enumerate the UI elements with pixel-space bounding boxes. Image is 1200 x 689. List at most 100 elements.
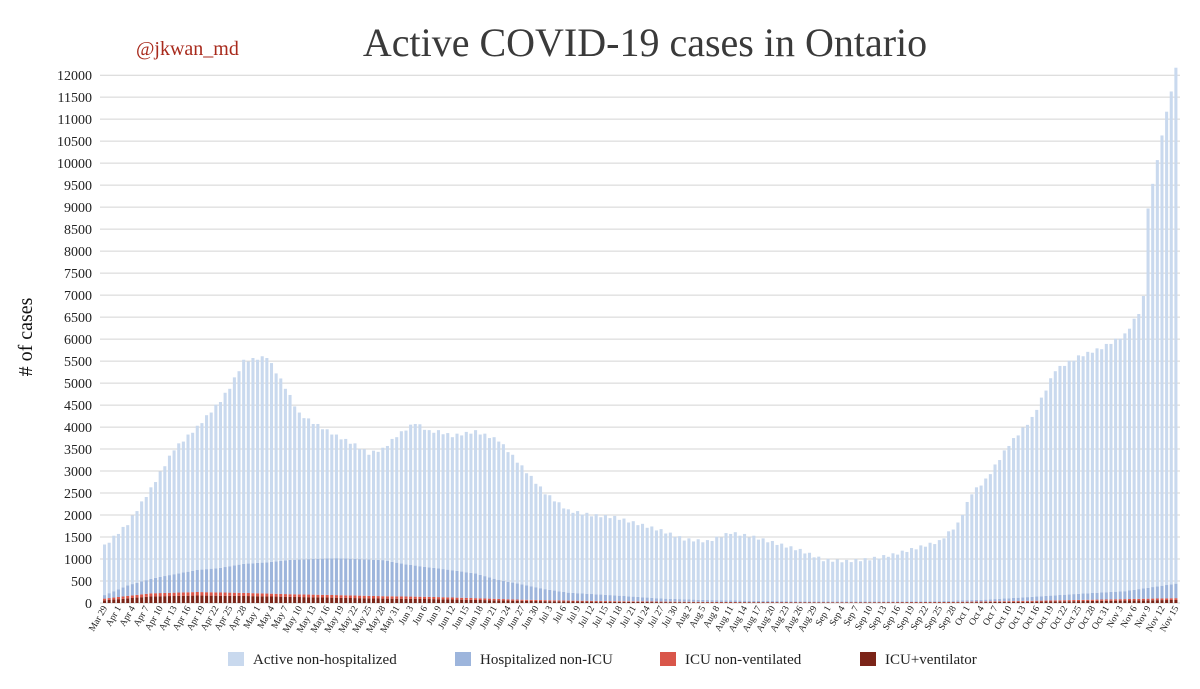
- bar-segment-hospitalized-non-icu: [399, 563, 403, 597]
- bar-segment-hospitalized-non-icu: [863, 601, 867, 603]
- bar-segment-active-non-hospitalized: [719, 537, 723, 601]
- bar-segment-icu-non-ventilated: [1030, 600, 1034, 602]
- bar-segment-active-non-hospitalized: [1021, 427, 1025, 598]
- bar-segment-icu-non-ventilated: [580, 600, 584, 602]
- bar-segment-icu-non-ventilated: [608, 601, 612, 602]
- bar-segment-icu-ventilator: [172, 595, 176, 603]
- bar-segment-icu-ventilator: [631, 601, 635, 603]
- y-tick-label: 1500: [64, 531, 92, 546]
- bar-segment-active-non-hospitalized: [130, 515, 134, 585]
- bar-segment-active-non-hospitalized: [274, 373, 278, 562]
- bar-segment-icu-non-ventilated: [1072, 600, 1076, 602]
- bar-segment-hospitalized-non-icu: [594, 594, 598, 601]
- bar-segment-active-non-hospitalized: [1090, 352, 1094, 594]
- bar-segment-hospitalized-non-icu: [752, 600, 756, 603]
- bar-segment-hospitalized-non-icu: [868, 601, 872, 603]
- bar-segment-active-non-hospitalized: [1169, 91, 1173, 585]
- bar-segment-icu-non-ventilated: [988, 601, 992, 603]
- bar-segment-hospitalized-non-icu: [538, 588, 543, 601]
- bar-segment-hospitalized-non-icu: [246, 563, 250, 594]
- bar-segment-active-non-hospitalized: [1123, 333, 1127, 592]
- bar-segment-icu-ventilator: [1044, 601, 1048, 603]
- bar-segment-icu-ventilator: [390, 598, 394, 603]
- bar-segment-active-non-hospitalized: [409, 424, 413, 565]
- bar-segment-icu-ventilator: [474, 599, 478, 603]
- bar-segment-active-non-hospitalized: [821, 561, 825, 602]
- bar-segment-icu-non-ventilated: [344, 595, 348, 598]
- bar-segment-icu-ventilator: [325, 597, 329, 603]
- bar-segment-active-non-hospitalized: [1109, 343, 1113, 592]
- bar-segment-hospitalized-non-icu: [404, 564, 408, 597]
- bar-segment-icu-ventilator: [297, 597, 301, 603]
- bar-segment-icu-non-ventilated: [218, 592, 223, 596]
- bar-segment-active-non-hospitalized: [933, 544, 937, 602]
- bar-segment-hospitalized-non-icu: [910, 601, 914, 603]
- bar-segment-active-non-hospitalized: [622, 518, 626, 596]
- bar-segment-icu-ventilator: [344, 597, 348, 603]
- bar-segment-hospitalized-non-icu: [998, 598, 1002, 602]
- bar-segment-hospitalized-non-icu: [576, 593, 580, 601]
- bar-segment-icu-non-ventilated: [557, 600, 561, 602]
- bar-segment-hospitalized-non-icu: [154, 577, 158, 594]
- bar-segment-active-non-hospitalized: [121, 526, 125, 588]
- bar-segment-hospitalized-non-icu: [455, 570, 459, 598]
- bar-segment-hospitalized-non-icu: [715, 600, 719, 602]
- bar-segment-icu-ventilator: [460, 599, 464, 603]
- bar-segment-active-non-hospitalized: [172, 450, 176, 575]
- bar-segment-icu-non-ventilated: [348, 595, 352, 598]
- bar-segment-hospitalized-non-icu: [116, 589, 120, 598]
- bar-segment-icu-ventilator: [432, 599, 436, 603]
- bar-segment-hospitalized-non-icu: [325, 558, 329, 595]
- bar-segment-active-non-hospitalized: [891, 553, 895, 602]
- bar-segment-icu-ventilator: [682, 602, 686, 603]
- bar-segment-hospitalized-non-icu: [214, 568, 218, 593]
- bar-segment-hospitalized-non-icu: [130, 584, 134, 596]
- bar-segment-icu-ventilator: [641, 601, 645, 603]
- bar-segment-icu-non-ventilated: [631, 601, 635, 602]
- bar-segment-hospitalized-non-icu: [167, 575, 171, 593]
- bar-segment-icu-non-ventilated: [269, 593, 274, 597]
- bar-segment-icu-non-ventilated: [228, 592, 232, 596]
- bar-segment-icu-non-ventilated: [367, 595, 371, 599]
- bar-segment-icu-ventilator: [478, 600, 482, 603]
- bar-segment-hospitalized-non-icu: [348, 558, 352, 596]
- bar-segment-icu-ventilator: [552, 601, 556, 603]
- bar-segment-icu-ventilator: [608, 601, 612, 603]
- bar-segment-active-non-hospitalized: [163, 466, 167, 577]
- bar-segment-icu-ventilator: [130, 597, 134, 603]
- bar-segment-icu-ventilator: [1118, 600, 1122, 603]
- bar-segment-icu-non-ventilated: [571, 600, 575, 602]
- bar-segment-hospitalized-non-icu: [1053, 595, 1057, 601]
- bar-segment-hospitalized-non-icu: [1067, 594, 1071, 601]
- bar-segment-active-non-hospitalized: [525, 473, 529, 586]
- bar-segment-hospitalized-non-icu: [891, 601, 895, 603]
- bar-segment-hospitalized-non-icu: [265, 562, 269, 594]
- bar-segment-hospitalized-non-icu: [432, 567, 436, 597]
- bar-segment-active-non-hospitalized: [882, 555, 886, 602]
- bar-segment-active-non-hospitalized: [135, 511, 139, 583]
- bar-segment-active-non-hospitalized: [965, 501, 969, 601]
- bar-segment-icu-ventilator: [529, 600, 533, 603]
- bar-segment-icu-non-ventilated: [427, 596, 431, 600]
- bar-segment-icu-non-ventilated: [668, 601, 672, 603]
- bar-segment-icu-non-ventilated: [589, 600, 594, 602]
- bar-segment-hospitalized-non-icu: [1076, 593, 1081, 600]
- bar-segment-icu-ventilator: [1169, 599, 1173, 603]
- bar-segment-hospitalized-non-icu: [580, 593, 584, 601]
- bar-segment-icu-non-ventilated: [381, 596, 385, 599]
- bar-segment-hospitalized-non-icu: [1151, 587, 1155, 599]
- bar-segment-icu-ventilator: [1035, 601, 1039, 603]
- bar-segment-hospitalized-non-icu: [525, 585, 529, 600]
- bar-segment-active-non-hospitalized: [696, 539, 700, 600]
- bar-segment-icu-ventilator: [650, 602, 654, 603]
- bar-segment-active-non-hospitalized: [413, 423, 417, 566]
- bar-segment-icu-ventilator: [585, 601, 589, 603]
- bar-segment-active-non-hospitalized: [492, 437, 496, 579]
- bar-segment-icu-ventilator: [367, 598, 371, 603]
- bar-segment-icu-non-ventilated: [432, 596, 436, 600]
- bar-segment-icu-non-ventilated: [353, 595, 357, 599]
- bar-segment-active-non-hospitalized: [951, 529, 955, 601]
- legend-label: ICU+ventilator: [885, 652, 977, 668]
- bar-segment-icu-non-ventilated: [399, 596, 403, 599]
